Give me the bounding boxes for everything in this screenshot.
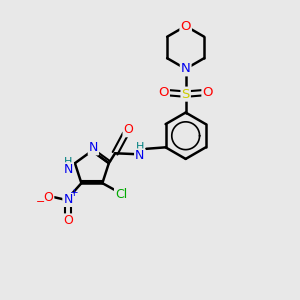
Text: O: O	[63, 214, 73, 227]
Text: N: N	[89, 141, 98, 154]
Text: H: H	[64, 157, 73, 167]
Text: O: O	[202, 86, 213, 99]
Text: +: +	[70, 188, 79, 198]
Text: −: −	[36, 197, 45, 208]
Text: N: N	[135, 149, 144, 162]
Text: N: N	[63, 193, 73, 206]
Text: Cl: Cl	[115, 188, 127, 201]
Text: O: O	[124, 123, 134, 136]
Text: N: N	[181, 62, 190, 75]
Text: N: N	[64, 163, 73, 176]
Text: O: O	[180, 20, 191, 33]
Text: S: S	[182, 88, 190, 100]
Text: H: H	[136, 142, 144, 152]
Text: O: O	[158, 86, 169, 99]
Text: O: O	[44, 190, 53, 204]
